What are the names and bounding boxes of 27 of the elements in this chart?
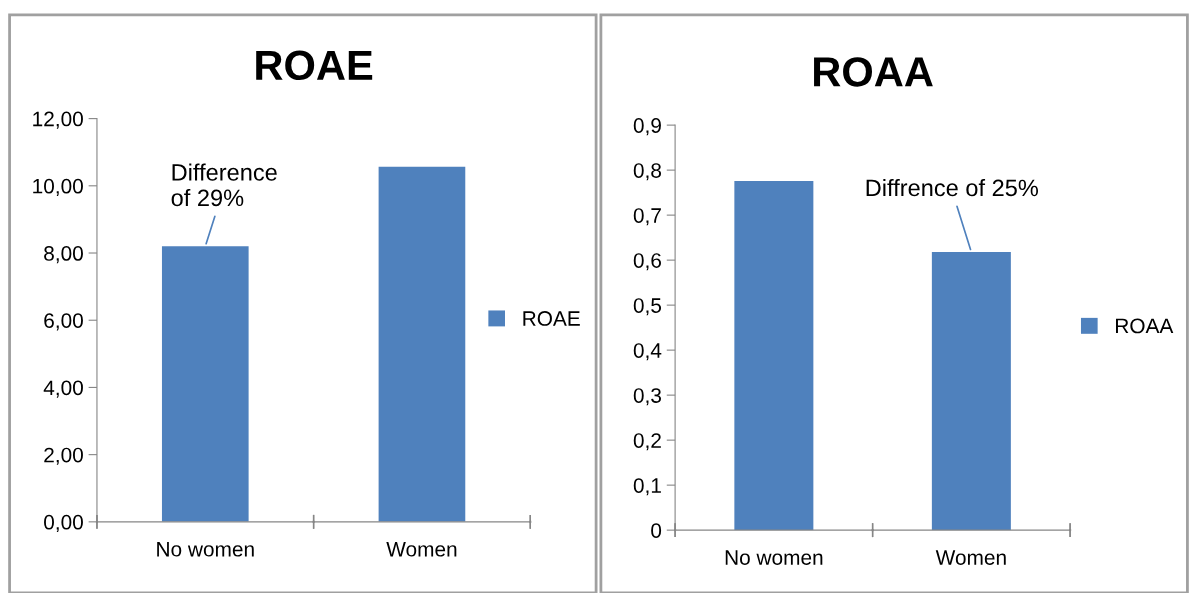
y-tick-label: 0,9 — [633, 118, 661, 136]
legend-label: ROAA — [1116, 318, 1174, 334]
legend-label: ROAE — [523, 311, 580, 326]
x-tick-label: Women — [386, 542, 457, 557]
y-tick-label: 0,2 — [633, 433, 661, 451]
y-tick-label: 0,4 — [633, 343, 662, 361]
y-tick-label: 0,1 — [633, 478, 661, 496]
y-tick-label: 2,00 — [44, 447, 83, 465]
x-tick-label: No women — [157, 542, 254, 557]
y-tick-label: 0,5 — [633, 298, 662, 316]
y-tick-label: 0,8 — [633, 163, 662, 181]
x-tick-label: No women — [725, 550, 823, 565]
annotation: Diffrence of 25% — [866, 178, 1039, 197]
y-tick-label: 6,00 — [44, 313, 83, 331]
y-tick-label: 0,3 — [633, 388, 661, 406]
y-tick-label: 0,6 — [633, 253, 661, 271]
x-tick-label: Women — [935, 550, 1006, 565]
y-tick-label: 0,7 — [633, 208, 661, 226]
y-tick-label: 4,00 — [43, 380, 83, 398]
annotation: Difference of 29% — [171, 163, 277, 207]
chart-title: ROAE — [256, 50, 373, 81]
chart-title: ROAA — [814, 57, 933, 87]
y-tick-label: 12,00 — [33, 111, 83, 129]
y-tick-label: 10,00 — [33, 178, 83, 197]
y-tick-label: 0 — [651, 523, 662, 538]
y-tick-label: 0,00 — [44, 514, 83, 533]
y-tick-label: 8,00 — [44, 246, 83, 264]
